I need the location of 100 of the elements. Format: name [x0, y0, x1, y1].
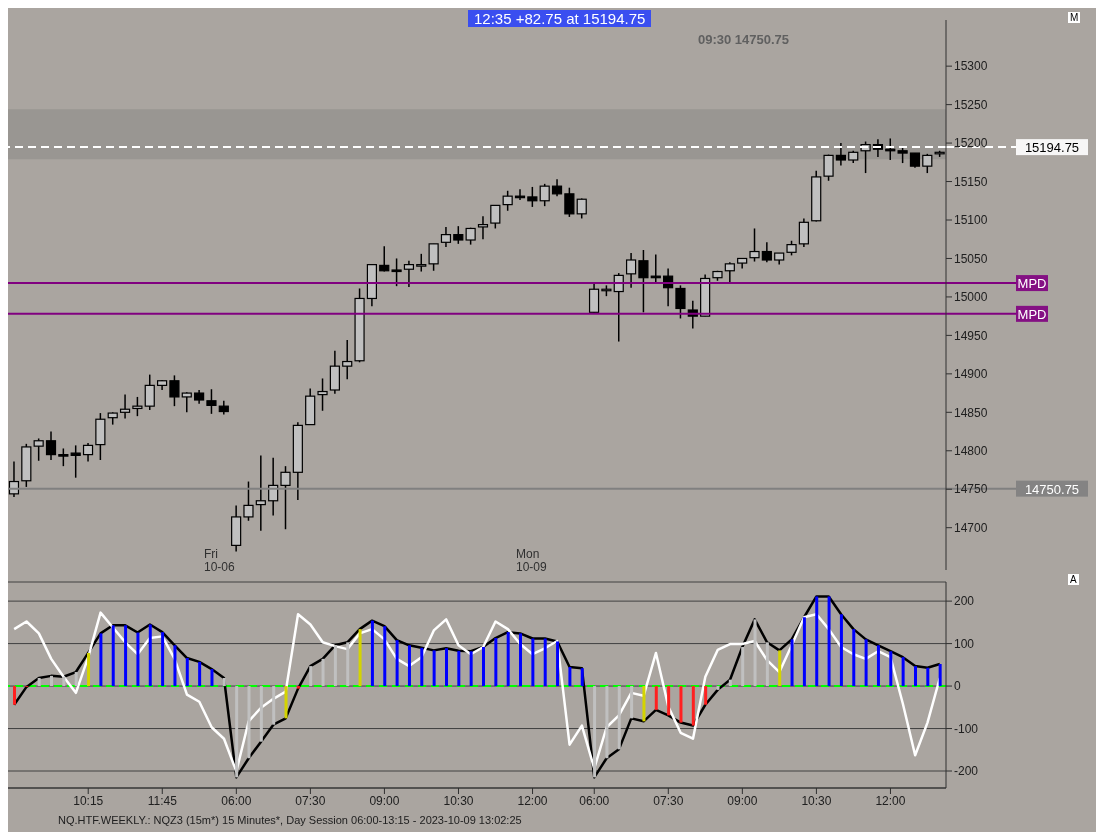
- bar: [148, 624, 152, 687]
- bar: [876, 645, 880, 687]
- x-tick-label: 10:15: [73, 793, 104, 808]
- y-tick-label: 15000: [954, 290, 988, 305]
- x-tick-label: 07:30: [653, 793, 684, 808]
- y-tick-label: 14700: [954, 520, 988, 535]
- bar: [247, 686, 251, 759]
- y-tick-label: 15300: [954, 59, 988, 74]
- bar: [704, 686, 708, 705]
- bar: [679, 686, 683, 723]
- bar: [568, 666, 572, 687]
- candlestick: [502, 190, 513, 212]
- candlestick: [823, 153, 834, 182]
- candlestick: [724, 261, 735, 285]
- x-tick-label: 07:30: [295, 793, 326, 808]
- ref-line-label: 15194.75: [1024, 140, 1080, 156]
- x-tick-label: 06:00: [221, 793, 252, 808]
- bar: [222, 677, 226, 687]
- annotation: 09:30 14750.75: [698, 32, 790, 47]
- bar: [161, 632, 165, 687]
- bar: [370, 620, 374, 687]
- y-tick-label: 14900: [954, 367, 988, 382]
- candlestick: [144, 373, 155, 411]
- bar: [309, 666, 313, 687]
- bar: [284, 686, 288, 719]
- bar: [37, 677, 41, 687]
- bar: [519, 633, 523, 687]
- x-tick-label: 12:00: [875, 793, 906, 808]
- x-tick-label: 10:30: [801, 793, 832, 808]
- candlestick: [798, 217, 809, 248]
- bar: [50, 675, 54, 687]
- candlestick: [440, 226, 452, 248]
- bar: [889, 651, 893, 687]
- bar: [790, 639, 794, 687]
- candlestick: [169, 374, 180, 407]
- bar: [556, 641, 560, 687]
- y-tick-label: 14800: [954, 444, 988, 459]
- candlestick: [675, 284, 686, 320]
- candlestick: [243, 480, 254, 522]
- bar: [506, 632, 510, 687]
- bar: [728, 679, 732, 687]
- bar: [691, 686, 695, 726]
- bar: [482, 646, 485, 687]
- y-tick-label: 15050: [954, 251, 988, 266]
- candlestick: [181, 391, 192, 414]
- annotation: Fri 10-06: [204, 547, 236, 574]
- bar: [531, 638, 535, 687]
- candlestick: [835, 142, 846, 167]
- x-tick-label: 12:00: [517, 793, 548, 808]
- bar: [926, 667, 930, 687]
- bar: [457, 650, 461, 687]
- y-tick-label: 15200: [954, 136, 988, 151]
- bar: [815, 596, 819, 687]
- bar: [333, 645, 337, 687]
- candlestick: [428, 243, 439, 272]
- y-tick-label: 100: [954, 636, 975, 651]
- bar: [383, 626, 387, 687]
- y-tick-label: 0: [954, 679, 961, 694]
- x-tick-label: 09:00: [369, 793, 400, 808]
- bar: [778, 650, 782, 687]
- text: M: [1068, 12, 1081, 23]
- candlestick: [317, 377, 328, 412]
- candlestick: [379, 245, 390, 273]
- bar: [173, 645, 177, 687]
- bar: [74, 672, 78, 687]
- bar: [99, 633, 103, 687]
- y-tick-label: 15100: [954, 213, 988, 228]
- candlestick: [82, 442, 94, 463]
- bar: [765, 642, 769, 687]
- bar: [580, 668, 584, 687]
- bar: [741, 646, 745, 687]
- candlestick: [922, 153, 933, 174]
- bar: [136, 632, 140, 687]
- candlestick: [761, 241, 772, 264]
- bar: [346, 642, 350, 687]
- candlestick: [342, 339, 353, 380]
- candlestick: [638, 249, 649, 314]
- text: NQ.HTF.WEEKLY.: NQZ3 (15m*) 15 Minutes*, Day Session 06:00-13:15 - 2023-10-09 13:02:25: [58, 814, 522, 826]
- bar: [420, 647, 424, 687]
- x-tick-label: 06:00: [579, 793, 610, 808]
- bar: [432, 650, 436, 687]
- annotation: Mon 10-09: [516, 547, 548, 574]
- annotation: 12:35 +82.75 at 15194.75: [468, 10, 652, 27]
- bar: [913, 666, 917, 687]
- candlestick: [329, 350, 340, 395]
- ref-line-label: MPD: [1017, 276, 1047, 292]
- bar: [469, 651, 473, 687]
- bar: [630, 686, 634, 719]
- y-tick-label: 14750: [954, 482, 988, 497]
- bar: [716, 686, 720, 690]
- bar: [827, 596, 831, 687]
- bar: [543, 638, 547, 687]
- candlestick: [70, 444, 81, 479]
- bar: [444, 648, 448, 687]
- candlestick: [527, 186, 538, 208]
- bar: [259, 686, 263, 742]
- bar: [852, 629, 856, 687]
- bar: [111, 625, 115, 687]
- bar: [864, 639, 868, 687]
- candlestick: [45, 430, 57, 461]
